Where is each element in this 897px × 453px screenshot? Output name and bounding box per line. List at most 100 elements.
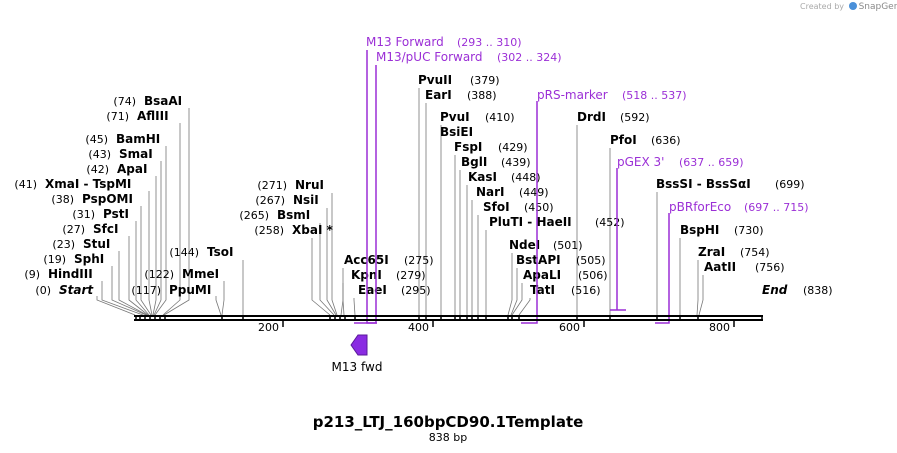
- credit-prefix: Created by: [800, 2, 845, 11]
- site-bgli[interactable]: BglI (439): [461, 155, 531, 169]
- site-position: (122): [144, 268, 174, 281]
- site-bstapi[interactable]: BstAPI (505): [516, 253, 606, 267]
- site-sfci[interactable]: (27) SfcI: [62, 222, 118, 236]
- site-fspi[interactable]: FspI (429): [454, 140, 528, 154]
- site-apali[interactable]: ApaLI (506): [523, 268, 608, 282]
- primer-range: (637 .. 659): [679, 156, 744, 169]
- site-aatii[interactable]: AatII (756): [704, 260, 785, 274]
- site-position: (41): [14, 178, 37, 191]
- site-kasi[interactable]: KasI (448): [468, 170, 541, 184]
- site-position: (9): [24, 268, 40, 281]
- site-position: (636): [651, 134, 681, 147]
- site-name: PspOMI: [82, 192, 133, 206]
- site-name: PstI: [103, 207, 129, 221]
- site-sphi[interactable]: (19) SphI: [43, 252, 104, 266]
- site-bsmi[interactable]: (265) BsmI: [239, 208, 310, 222]
- site-name: PvuII: [418, 73, 452, 87]
- tick-label: 800: [709, 321, 730, 334]
- site-name: SmaI: [119, 147, 153, 161]
- site-nari[interactable]: NarI (449): [476, 185, 549, 199]
- site-position: (43): [88, 148, 111, 161]
- site-pvui[interactable]: PvuI (410): [440, 110, 515, 124]
- site-pfoi[interactable]: PfoI (636): [610, 133, 681, 147]
- restriction-sites: (74) BsaAI (71) AflIII (45) BamHI (43) SmaI …: [14, 73, 832, 297]
- site-position: (838): [803, 284, 833, 297]
- site-position: (388): [467, 89, 497, 102]
- site-eaei[interactable]: EaeI (295): [358, 283, 431, 297]
- primer-prs-marker[interactable]: pRS-marker (518 .. 537): [521, 88, 687, 324]
- site-bsiei[interactable]: BsiEI: [440, 125, 473, 139]
- primer-m13-puc-forward[interactable]: M13/pUC Forward (302 .. 324): [354, 50, 562, 324]
- site-name: PpuMI: [169, 283, 211, 297]
- site-bamhi[interactable]: (45) BamHI: [85, 132, 160, 146]
- site-psti[interactable]: (31) PstI: [72, 207, 129, 221]
- site-start[interactable]: (0) Start: [35, 283, 94, 297]
- site-kpni[interactable]: KpnI (279): [351, 268, 426, 282]
- site-ppumi[interactable]: (117) PpuMI: [131, 283, 211, 297]
- primer-name: pGEX 3': [617, 155, 664, 169]
- site-position: (429): [498, 141, 528, 154]
- site-name: StuI: [83, 237, 110, 251]
- site-end[interactable]: End (838): [762, 283, 833, 297]
- site-position: (506): [578, 269, 608, 282]
- site-acc65i[interactable]: Acc65I (275): [344, 253, 434, 267]
- site-mmei[interactable]: (122) MmeI: [144, 267, 219, 281]
- primer-name: M13/pUC Forward: [376, 50, 483, 64]
- site-position: (271): [257, 179, 287, 192]
- site-position: (295): [401, 284, 431, 297]
- site-ndei[interactable]: NdeI (501): [509, 238, 583, 252]
- feature-m13-fwd[interactable]: M13 fwd: [332, 334, 383, 374]
- primer-range: (697 .. 715): [744, 201, 809, 214]
- site-sfoi[interactable]: SfoI (450): [483, 200, 554, 214]
- site-tati[interactable]: TatI (516): [530, 283, 601, 297]
- credit-brand: SnapGene: [858, 2, 897, 12]
- site-tsoi[interactable]: (144) TsoI: [169, 245, 233, 259]
- site-position: (38): [51, 193, 74, 206]
- site-position: (258): [254, 224, 284, 237]
- site-drui[interactable]: (271) NruI: [257, 178, 324, 192]
- site-bsphi[interactable]: BspHI (730): [680, 223, 764, 237]
- site-name: Start: [59, 283, 94, 297]
- site-position: (71): [106, 110, 129, 123]
- site-name: ZraI: [698, 245, 725, 259]
- site-name: FspI: [454, 140, 482, 154]
- site-smai[interactable]: (43) SmaI: [88, 147, 152, 161]
- site-pluti-haeii[interactable]: PluTI - HaeII (452): [489, 215, 625, 229]
- site-xmai-tspmi[interactable]: (41) XmaI - TspMI: [14, 177, 131, 191]
- ruler-ticks: [282, 321, 735, 327]
- site-position: (265): [239, 209, 269, 222]
- site-bsssi[interactable]: BssSI - BssSαI (699): [656, 177, 805, 191]
- site-name: NruI: [295, 178, 324, 192]
- site-position: (117): [131, 284, 161, 297]
- site-name: ApaLI: [523, 268, 561, 282]
- site-position: (31): [72, 208, 95, 221]
- primer-pbrforeco[interactable]: pBRforEco (697 .. 715): [655, 200, 809, 324]
- site-apai[interactable]: (42) ApaI: [86, 162, 147, 176]
- site-stui[interactable]: (23) StuI: [52, 237, 110, 251]
- primer-name: pBRforEco: [669, 200, 731, 214]
- site-position: (45): [85, 133, 108, 146]
- site-afliii[interactable]: (71) AflIII: [106, 109, 168, 123]
- tick-label: 200: [258, 321, 279, 334]
- site-position: (23): [52, 238, 75, 251]
- site-pvuii[interactable]: PvuII (379): [418, 73, 500, 87]
- site-bsaai[interactable]: (74) BsaAI: [113, 94, 182, 108]
- site-zrai[interactable]: ZraI (754): [698, 245, 770, 259]
- site-hindiii[interactable]: (9) HindIII: [24, 267, 92, 281]
- site-name: BssSI - BssSαI: [656, 177, 751, 191]
- snapgene-logo-icon: [848, 2, 857, 10]
- site-name: XmaI - TspMI: [45, 177, 131, 191]
- primer-range: (518 .. 537): [622, 89, 687, 102]
- site-name: End: [762, 283, 788, 297]
- site-name: NsiI: [293, 193, 319, 207]
- site-drdi[interactable]: DrdI (592): [577, 110, 650, 124]
- site-nsii[interactable]: (267) NsiI: [255, 193, 318, 207]
- snapgene-credit: Created by SnapGene: [800, 2, 897, 12]
- site-name: XbaI *: [292, 223, 334, 237]
- site-xbai[interactable]: (258) XbaI *: [254, 223, 333, 237]
- site-eari[interactable]: EarI (388): [425, 88, 497, 102]
- primer-pgex-3[interactable]: pGEX 3' (637 .. 659): [610, 155, 744, 311]
- site-pspomi[interactable]: (38) PspOMI: [51, 192, 133, 206]
- site-position: (439): [501, 156, 531, 169]
